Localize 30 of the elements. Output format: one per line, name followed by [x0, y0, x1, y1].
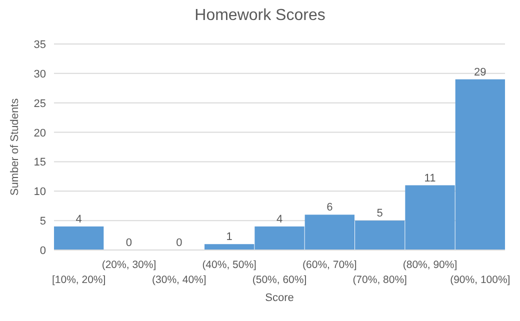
data-label: 0 — [126, 237, 132, 249]
x-tick-label: (30%, 40%] — [152, 274, 206, 286]
x-tick-label: (80%, 90%] — [402, 259, 458, 271]
data-label: 1 — [226, 231, 232, 244]
x-tick-label: (20%, 30%] — [102, 259, 156, 271]
x-axis-title: Score — [265, 292, 294, 304]
data-label: 11 — [424, 172, 436, 184]
bar — [54, 226, 104, 250]
x-tick-label: (40%, 50%] — [202, 259, 257, 271]
x-tick-label: (60%, 70%] — [302, 259, 357, 271]
y-tick-label: 35 — [34, 39, 46, 51]
y-tick-label: 10 — [34, 186, 46, 198]
x-tick-label: (90%, 100%] — [450, 274, 510, 286]
y-tick-label: 15 — [34, 156, 46, 169]
x-tick-label: [10%, 20%] — [52, 274, 106, 286]
x-tick-label: (50%, 60%] — [252, 274, 307, 286]
data-label: 4 — [276, 213, 283, 226]
y-tick-label: 20 — [34, 127, 46, 140]
chart-title: Homework Scores — [194, 7, 326, 24]
data-label: 0 — [176, 237, 182, 249]
y-tick-label: 5 — [40, 216, 46, 228]
y-tick-label: 25 — [34, 98, 46, 110]
y-tick-label: 0 — [40, 245, 46, 257]
data-label: 6 — [326, 202, 333, 214]
data-label: 5 — [376, 208, 383, 220]
data-label: 4 — [76, 213, 82, 226]
data-label: 29 — [474, 66, 486, 78]
y-axis-title: Sumber of Students — [9, 98, 21, 196]
x-tick-label: (70%, 80%] — [352, 274, 408, 286]
y-tick-label: 30 — [34, 68, 46, 80]
